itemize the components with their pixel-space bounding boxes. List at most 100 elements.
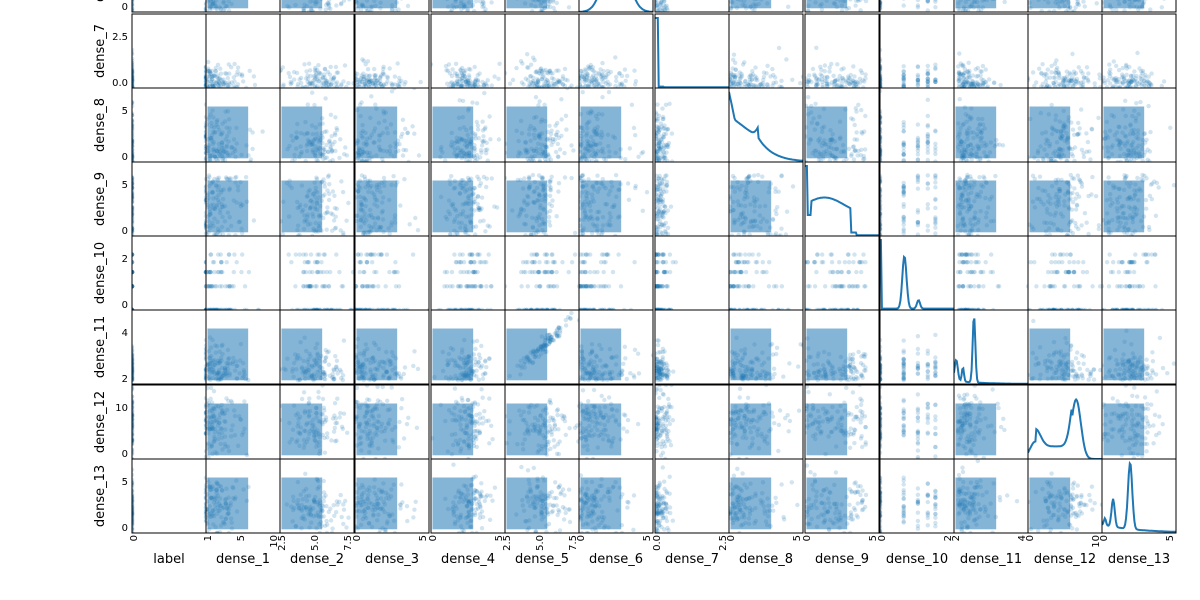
scatter-point	[539, 9, 543, 13]
scatter-point	[222, 82, 226, 86]
scatter-point	[848, 82, 852, 86]
scatter-point	[659, 0, 663, 4]
scatter-point	[327, 173, 331, 177]
scatter-point	[482, 175, 486, 179]
scatter-point	[926, 80, 930, 84]
scatter-point	[770, 83, 774, 87]
scatter-point	[344, 219, 348, 223]
row-tick-dense_8: 0	[122, 152, 128, 163]
scatter-point	[447, 85, 451, 89]
scatter-point	[382, 176, 386, 180]
scatter-point	[798, 81, 802, 85]
panel-dense_8-vs-dense_8	[729, 88, 803, 162]
scatter-point	[926, 147, 930, 151]
panel-dense_7-vs-dense_9	[804, 14, 879, 90]
scatter-point	[358, 102, 362, 106]
scatter-point	[1148, 7, 1152, 11]
scatter-point	[1054, 58, 1058, 62]
scatter-point	[859, 148, 863, 152]
scatter-point	[549, 129, 553, 133]
scatter-point	[479, 148, 483, 152]
scatter-point	[455, 72, 459, 76]
scatter-point	[660, 106, 664, 110]
scatter-point	[346, 81, 350, 85]
scatter-point	[933, 142, 937, 146]
scatter-point	[846, 74, 850, 78]
scatter-point	[549, 143, 553, 147]
panel-dense_6-vs-dense_12	[1026, 0, 1104, 14]
scatter-point	[731, 81, 735, 85]
scatter-point	[416, 228, 420, 232]
scatter-point	[790, 78, 794, 82]
scatter-point	[916, 0, 920, 2]
scatter-point	[556, 68, 560, 72]
scatter-point	[559, 117, 563, 121]
scatter-point	[538, 67, 542, 71]
scatter-point	[926, 98, 930, 102]
scatter-point	[326, 150, 330, 154]
scatter-point	[327, 198, 331, 202]
scatter-point	[1117, 68, 1121, 72]
scatter-point	[655, 6, 659, 10]
scatter-point	[410, 124, 414, 128]
scatter-point	[740, 74, 744, 78]
scatter-point	[750, 77, 754, 81]
scatter-point	[658, 147, 662, 151]
scatter-point	[393, 74, 397, 78]
scatter-point	[529, 74, 533, 78]
scatter-point	[852, 74, 856, 78]
scatter-point	[287, 71, 291, 75]
scatter-point	[662, 146, 666, 150]
scatter-point	[742, 60, 746, 64]
row-tick-dense_8: 5	[122, 106, 128, 117]
panel-frame	[132, 88, 206, 162]
scatter-point	[334, 126, 338, 130]
scatter-point	[408, 222, 412, 226]
scatter-point	[226, 76, 230, 80]
scatter-point	[984, 67, 988, 71]
scatter-point	[478, 219, 482, 223]
scatter-point	[331, 78, 335, 82]
scatter-point	[727, 77, 731, 81]
scatter-point	[360, 57, 364, 61]
panel-dense_8-vs-label	[130, 88, 208, 164]
scatter-point	[743, 85, 747, 89]
panel-frame	[579, 0, 653, 12]
scatter-point	[487, 114, 491, 118]
scatter-point	[859, 108, 863, 112]
dense-cloud	[1103, 0, 1144, 8]
panel-dense_6-vs-dense_5	[503, 0, 579, 14]
dense-cloud	[806, 107, 847, 159]
scatter-point	[1121, 74, 1125, 78]
scatter-point	[1046, 67, 1050, 71]
scatter-point	[463, 85, 467, 89]
scatter-point	[1031, 70, 1035, 74]
scatter-point	[304, 159, 308, 163]
scatter-point	[323, 185, 327, 189]
panel-dense_9-vs-dense_5	[503, 162, 579, 238]
scatter-point	[976, 66, 980, 70]
scatter-point	[553, 123, 557, 127]
dense-cloud	[356, 0, 397, 8]
scatter-point	[542, 103, 546, 107]
scatter-point	[632, 126, 636, 130]
panel-dense_8-vs-dense_11	[954, 88, 1028, 164]
scatter-point	[1085, 65, 1089, 69]
scatter-point	[1071, 128, 1075, 132]
scatter-point	[1076, 121, 1080, 125]
scatter-point	[770, 67, 774, 71]
scatter-point	[630, 103, 634, 107]
panel-dense_8-vs-dense_1	[204, 88, 280, 164]
scatter-point	[555, 133, 559, 137]
scatter-point	[1048, 76, 1052, 80]
scatter-point	[238, 72, 242, 76]
scatter-point	[981, 64, 985, 68]
dense-cloud	[506, 0, 547, 8]
scatter-point	[827, 69, 831, 73]
scatter-point	[486, 224, 490, 228]
scatter-point	[213, 84, 217, 88]
scatter-point	[339, 83, 343, 87]
scatter-point	[639, 151, 643, 155]
scatter-point	[614, 75, 618, 79]
scatter-point	[959, 84, 963, 88]
